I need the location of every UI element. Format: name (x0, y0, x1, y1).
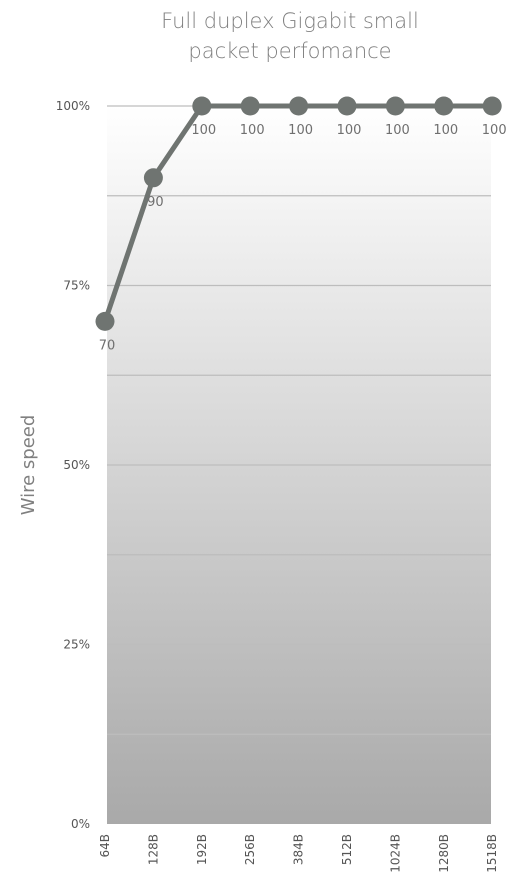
x-tick-label: 256B (243, 834, 257, 865)
data-label: 100 (240, 123, 265, 138)
y-axis-label: Wire speed (18, 415, 39, 516)
data-label: 100 (288, 123, 313, 138)
x-tick-label: 64B (98, 834, 112, 858)
x-tick-label: 1280B (437, 834, 451, 873)
data-point (95, 311, 115, 331)
x-axis-ticks: 64B 128B 192B 256B 384B 512B 1024B 1280B 1518B (98, 834, 499, 873)
x-tick-label: 192B (195, 834, 209, 865)
data-point (240, 96, 260, 116)
data-point (337, 96, 357, 116)
data-label: 100 (337, 123, 362, 138)
data-point (482, 96, 502, 116)
x-tick-label: 1024B (388, 834, 402, 873)
x-tick-label: 1518B (485, 834, 499, 873)
y-axis-ticks: 0% 25% 50% 75% 100% (56, 99, 90, 831)
x-tick-label: 128B (146, 834, 160, 865)
data-point (434, 96, 454, 116)
x-tick-label: 384B (292, 834, 306, 865)
data-label: 100 (385, 123, 410, 138)
data-label: 100 (191, 123, 216, 138)
y-tick-label: 0% (71, 817, 90, 831)
y-tick-label: 50% (63, 458, 90, 472)
y-tick-label: 75% (63, 279, 90, 293)
chart-title-line-2: packet perfomance (188, 39, 392, 63)
data-label: 100 (482, 123, 507, 138)
data-labels: 70 90 100 100 100 100 100 100 100 (99, 123, 507, 353)
data-label: 100 (433, 123, 458, 138)
data-points (95, 96, 502, 331)
chart-title-line-1: Full duplex Gigabit small (161, 9, 419, 33)
data-point (385, 96, 405, 116)
y-tick-label: 25% (63, 638, 90, 652)
chart-title: Full duplex Gigabit small packet perfoma… (90, 6, 490, 66)
data-label: 70 (99, 338, 116, 353)
data-point (192, 96, 212, 116)
data-point (143, 168, 163, 188)
y-tick-label: 100% (56, 99, 90, 113)
data-point (289, 96, 309, 116)
data-label: 90 (147, 195, 164, 210)
x-tick-label: 512B (340, 834, 354, 865)
